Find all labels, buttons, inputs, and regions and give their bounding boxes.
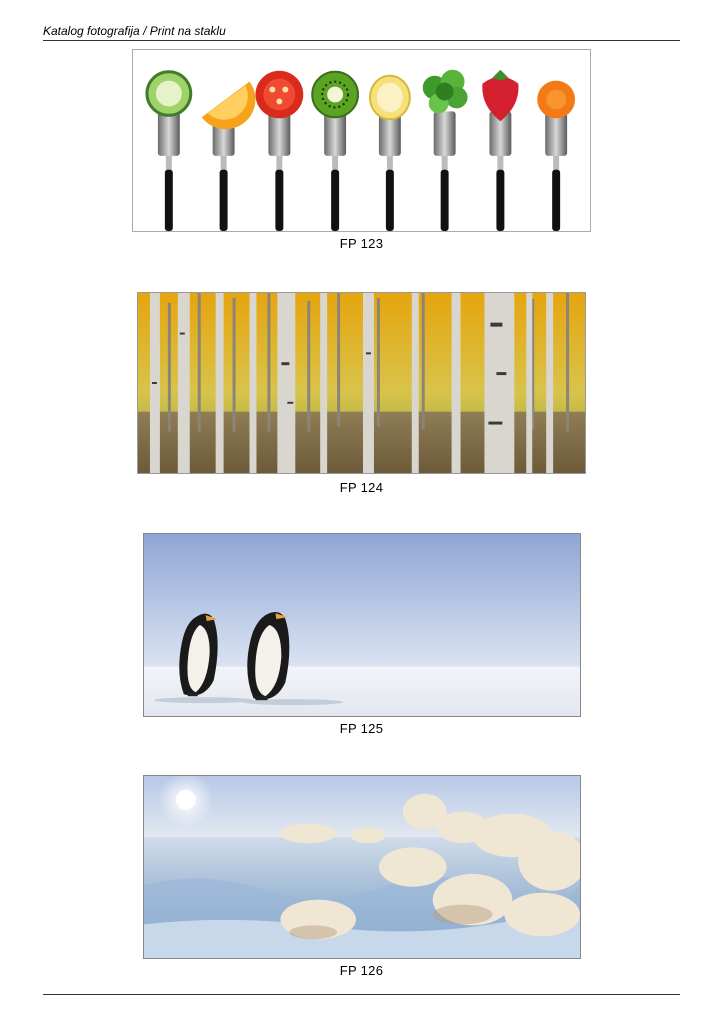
caption-fp123: FP 123 bbox=[339, 236, 384, 251]
fork-carrot bbox=[537, 80, 576, 231]
penguin-left bbox=[179, 613, 218, 697]
fork-strawberry bbox=[482, 69, 519, 231]
product-image-fp124 bbox=[137, 292, 586, 474]
fork-tomato bbox=[255, 70, 304, 231]
page-header-title: Katalog fotografija / Print na staklu bbox=[43, 24, 226, 38]
footer-rule bbox=[43, 994, 680, 995]
fork-lettuce bbox=[422, 69, 468, 231]
caption-fp125: FP 125 bbox=[339, 721, 384, 736]
fork-cucumber bbox=[145, 70, 193, 231]
fork-orange bbox=[201, 81, 256, 231]
caption-fp124: FP 124 bbox=[339, 480, 384, 495]
product-image-fp126 bbox=[143, 775, 581, 959]
penguin-right bbox=[247, 611, 290, 701]
caption-fp126: FP 126 bbox=[339, 963, 384, 978]
header-rule bbox=[43, 40, 680, 41]
product-image-fp125 bbox=[143, 533, 581, 717]
product-image-fp123 bbox=[132, 49, 591, 232]
fork-banana bbox=[368, 74, 411, 231]
fork-kiwi bbox=[311, 70, 360, 231]
